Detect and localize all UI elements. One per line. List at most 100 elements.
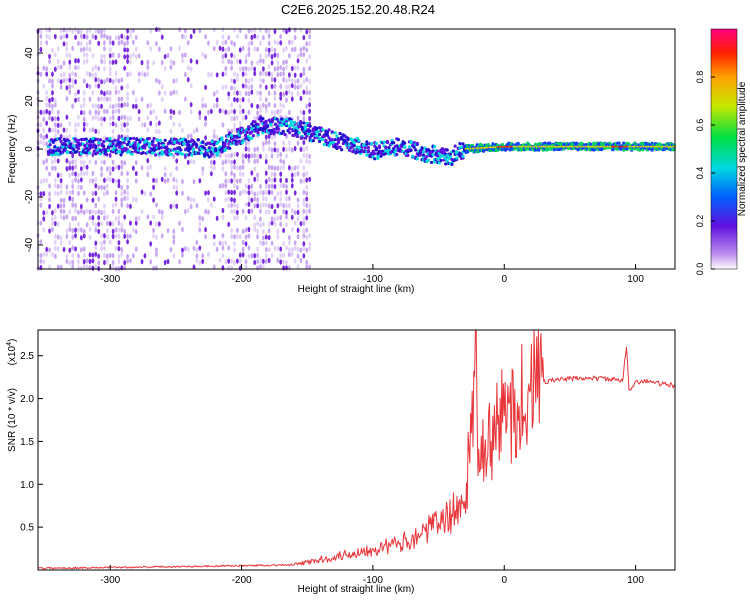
- spectrogram-cell: [56, 64, 60, 70]
- spectrogram-cell: [230, 65, 233, 71]
- spectrogram-cell: [285, 209, 288, 216]
- spectrogram-cell: [181, 190, 184, 196]
- spectrogram-cell: [88, 265, 92, 271]
- spectrogram-cell: [244, 264, 248, 270]
- spectrogram-cell: [155, 202, 158, 208]
- spectrogram-cell: [308, 264, 312, 270]
- spectrogram-cell: [134, 178, 138, 184]
- spectrogram-cell: [299, 257, 303, 264]
- spectrogram-cell: [111, 114, 115, 121]
- spectrogram-ridge-cell: [300, 136, 304, 140]
- spectrogram-cell: [244, 241, 248, 247]
- spectrogram-ridge-cell: [436, 154, 440, 158]
- spectrogram-cell: [48, 97, 51, 104]
- spectrogram-cell: [111, 233, 115, 240]
- spectrogram-cell: [259, 189, 262, 196]
- spectrogram-cell: [172, 228, 176, 234]
- spectrogram-ridge-cell: [195, 143, 199, 147]
- spectrogram-ridge-cell: [410, 154, 415, 159]
- spectrogram-cell: [77, 64, 80, 70]
- spectrogram-cell: [293, 258, 297, 264]
- spectrogram-cell: [97, 110, 101, 116]
- spectrogram-cell: [256, 265, 260, 271]
- spectrogram-ridge-cell: [51, 140, 55, 144]
- spectrogram-cell: [56, 122, 60, 128]
- spectrogram-ridge-cell: [316, 130, 320, 134]
- spectrogram-cell: [42, 116, 46, 122]
- spectrogram-cell: [82, 78, 86, 84]
- spectrogram-ridge-cell: [283, 132, 287, 137]
- spectrogram-cell: [279, 221, 283, 227]
- spectrogram-cell: [71, 253, 75, 259]
- spectrogram-cell: [120, 122, 124, 128]
- spectrogram-cell: [302, 178, 306, 184]
- spectrogram-cell: [296, 140, 300, 146]
- spectrogram-ridge-cell: [426, 158, 430, 163]
- spectrogram-cell: [224, 190, 228, 196]
- spectrogram-cell: [91, 197, 95, 203]
- spectrogram-cell: [308, 246, 312, 252]
- spectrogram-cell: [42, 251, 46, 257]
- spectrogram-ridge-cell: [431, 149, 435, 153]
- spectrogram-cell: [308, 90, 312, 96]
- spectrogram-cell: [39, 28, 43, 34]
- spectrogram-cell: [91, 178, 95, 184]
- spectrogram-ridge-cell: [516, 142, 520, 146]
- spectrogram-cell: [51, 210, 54, 216]
- spectrogram-cell: [155, 221, 158, 227]
- spectrogram-cell: [175, 203, 179, 209]
- spectrogram-cell: [224, 240, 228, 246]
- spectrogram-cell: [302, 189, 306, 195]
- spectrogram-cell: [209, 108, 213, 114]
- spectrogram-ridge-cell: [546, 147, 550, 152]
- snr-x-tick-label: -100: [363, 575, 383, 586]
- spectrogram-cell: [296, 171, 300, 177]
- spectrogram-cell: [235, 227, 239, 234]
- spectrogram-cell: [160, 233, 164, 239]
- snr-y-tick-label: 2.5: [20, 351, 34, 362]
- spectrogram-cell: [82, 170, 86, 176]
- spectrogram-cell: [221, 253, 225, 259]
- spectrogram-cell: [45, 89, 49, 96]
- spectrogram-cell: [235, 214, 239, 221]
- spectrogram-cell: [293, 145, 297, 152]
- spectrogram-cell: [244, 83, 248, 89]
- spectrogram-cell: [42, 109, 46, 116]
- spectrogram-cell: [39, 122, 43, 128]
- spectrogram-cell: [114, 245, 118, 252]
- spectrogram-cell: [71, 183, 75, 190]
- snr-y-label: SNR (10 * v/v): [7, 388, 18, 452]
- spectrogram-cell: [108, 221, 112, 227]
- spectrogram-cell: [103, 33, 106, 39]
- spectrogram-cell: [233, 122, 236, 128]
- spectrogram-cell: [163, 259, 167, 266]
- spectrogram-ridge-cell: [322, 143, 326, 147]
- spectrogram-cell: [120, 222, 124, 228]
- spectrogram-cell: [308, 159, 312, 165]
- spectrogram-ridge-cell: [330, 138, 334, 142]
- spectrogram-cell: [129, 220, 132, 226]
- spectrogram-cell: [204, 208, 207, 215]
- spectrogram-cell: [290, 208, 294, 214]
- spectrogram-ridge-cell: [176, 141, 180, 145]
- spectrogram-cell: [68, 209, 72, 215]
- spectrogram-ridge-cell: [376, 156, 380, 160]
- spectrogram-cell: [169, 64, 173, 70]
- spectrogram-cell: [287, 83, 291, 90]
- spectrogram-cell: [59, 235, 63, 241]
- spectrogram-cell: [215, 72, 219, 78]
- spectrogram-cell: [103, 27, 106, 33]
- spectrogram-cell: [82, 209, 86, 216]
- spectrogram-cell: [276, 234, 280, 240]
- spectrogram-ridge-cell: [453, 144, 457, 148]
- spectrogram-cell: [134, 220, 138, 226]
- spectrogram-cell: [53, 66, 57, 72]
- spectrogram-ridge-cell: [228, 139, 232, 144]
- spectrogram-cell: [85, 264, 89, 270]
- spectrogram-cell: [163, 178, 167, 184]
- spectrogram-cell: [100, 89, 103, 95]
- spectrogram-cell: [235, 33, 239, 39]
- spectrogram-cell: [134, 46, 138, 52]
- spectrogram-cell: [250, 84, 254, 90]
